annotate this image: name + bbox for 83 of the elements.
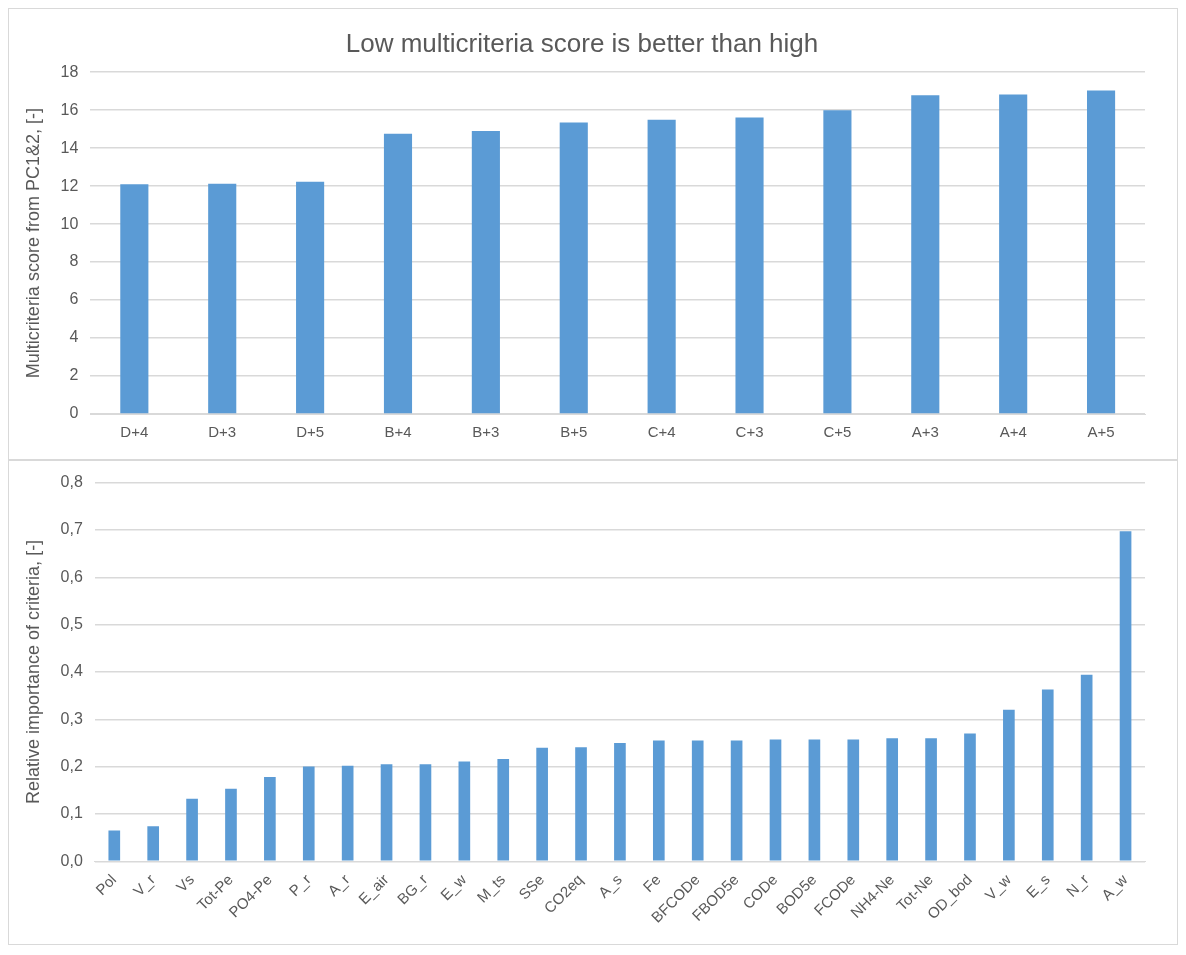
bar <box>964 733 976 861</box>
x-tick-label: V_w <box>981 870 1015 904</box>
bar <box>147 826 160 861</box>
y-tick-label: 10 <box>60 214 79 232</box>
bar <box>575 747 587 861</box>
y-tick-label: 0,6 <box>60 567 83 585</box>
bar <box>536 747 548 861</box>
x-tick-label: A_r <box>324 870 353 900</box>
bar <box>120 184 149 414</box>
bar <box>264 777 276 861</box>
x-tick-label: D+4 <box>120 423 149 441</box>
bar <box>296 181 325 414</box>
x-tick-label: V_r <box>129 870 159 900</box>
y-axis-title: Relative importance of criteria, [-] <box>22 539 43 804</box>
x-tick-label: Pol <box>91 870 120 898</box>
x-tick-label: P_r <box>285 870 314 900</box>
y-tick-label: 12 <box>60 176 79 194</box>
bar <box>302 766 315 861</box>
bar <box>808 739 821 861</box>
bar <box>458 761 471 861</box>
x-tick-label: E_s <box>1022 870 1053 901</box>
bar <box>471 131 500 414</box>
y-tick-label: 14 <box>60 138 79 156</box>
bar <box>730 740 743 861</box>
y-tick-label: 16 <box>60 100 79 118</box>
x-tick-label: C+3 <box>735 423 764 441</box>
bar <box>1087 90 1116 414</box>
y-tick-label: 0,4 <box>60 662 83 680</box>
bar <box>1080 674 1093 861</box>
bar <box>647 119 676 414</box>
bar <box>652 740 665 861</box>
bar <box>823 110 852 414</box>
y-tick-label: 0,1 <box>60 804 83 822</box>
bar <box>419 764 432 861</box>
y-tick-label: 8 <box>69 252 79 270</box>
bar <box>735 117 764 414</box>
bar <box>769 739 782 861</box>
y-tick-label: 0,0 <box>60 851 83 869</box>
bar <box>186 798 198 861</box>
x-tick-label: C+4 <box>647 423 676 441</box>
x-tick-label: B+3 <box>472 423 500 441</box>
chart-title: Low multicriteria score is better than high <box>345 27 819 58</box>
y-tick-label: 0,5 <box>60 615 83 632</box>
x-tick-label: Vs <box>172 870 198 896</box>
bar <box>380 764 393 861</box>
x-tick-label: A+5 <box>1087 423 1115 441</box>
bar <box>341 765 354 861</box>
y-tick-label: 18 <box>60 62 79 80</box>
y-tick-label: 2 <box>69 366 79 384</box>
bar <box>559 122 588 414</box>
y-tick-label: 0,8 <box>60 473 83 491</box>
y-tick-label: 0,2 <box>60 756 83 774</box>
x-tick-label: A+3 <box>911 423 939 441</box>
x-tick-label: D+3 <box>208 423 237 441</box>
x-tick-label: SSe <box>515 870 548 903</box>
bar <box>614 742 626 861</box>
x-tick-label: A_s <box>594 870 625 901</box>
x-tick-label: A+4 <box>999 423 1027 441</box>
bar <box>208 183 237 414</box>
y-tick-label: 0 <box>69 404 79 422</box>
y-tick-label: 4 <box>69 328 79 346</box>
bar <box>999 94 1028 414</box>
y-tick-label: 6 <box>69 290 79 308</box>
bar <box>1119 531 1132 861</box>
bar <box>1041 689 1054 861</box>
bar <box>691 740 704 861</box>
y-tick-label: 0,7 <box>60 520 83 538</box>
bar <box>1003 709 1015 861</box>
x-tick-label: B+5 <box>560 423 588 441</box>
y-tick-label: 0,3 <box>60 709 83 727</box>
x-tick-label: D+5 <box>296 423 325 441</box>
x-tick-label: C+5 <box>823 423 852 441</box>
bar <box>925 738 937 861</box>
bar <box>847 739 860 861</box>
bar <box>497 759 510 861</box>
x-tick-label: N_r <box>1062 870 1092 900</box>
y-axis-title: Multicriteria score from PC1&2, [-] <box>22 108 43 379</box>
bar <box>886 738 899 861</box>
bar <box>108 830 121 861</box>
x-tick-label: B+4 <box>384 423 412 441</box>
bar <box>911 95 940 414</box>
bar <box>225 788 237 861</box>
bar <box>383 133 413 414</box>
